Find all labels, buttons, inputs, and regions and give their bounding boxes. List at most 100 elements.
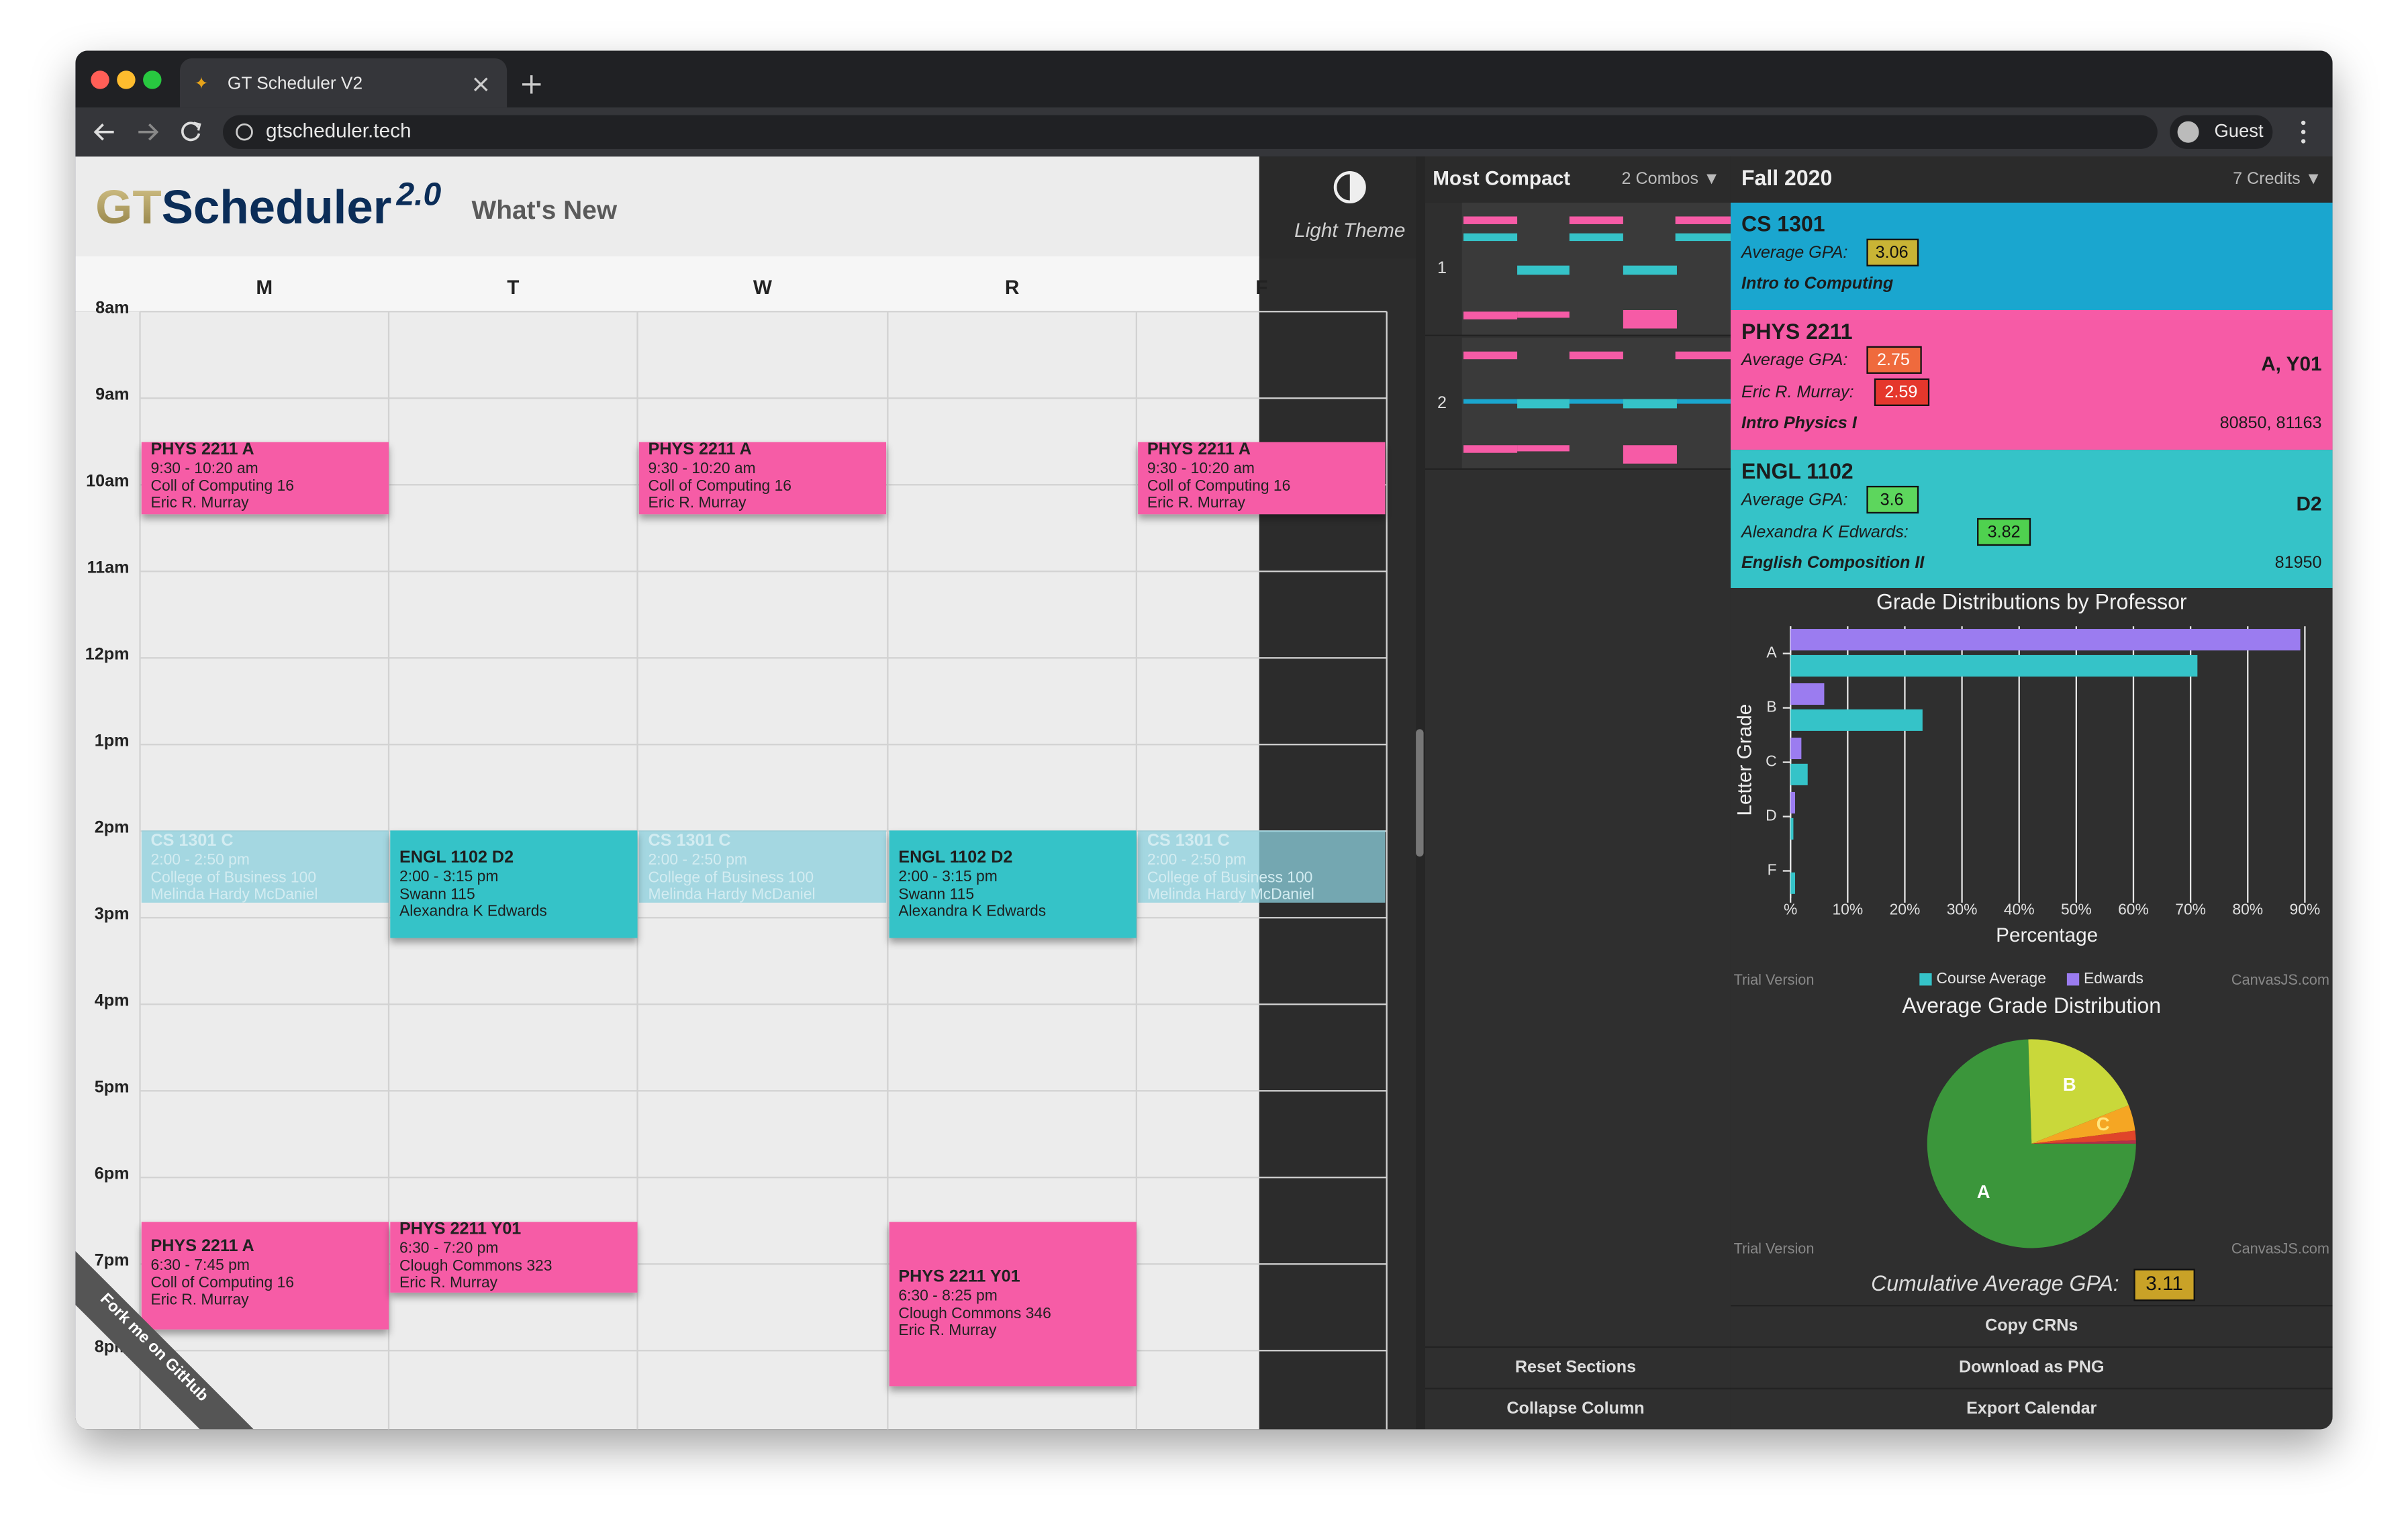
scrollbar-thumb[interactable] — [1416, 729, 1424, 857]
hour-label: 9am — [95, 385, 129, 403]
course-name: Intro to Computing — [1741, 274, 1893, 293]
forward-button[interactable] — [138, 123, 159, 141]
event-instructor: Eric R. Murray — [399, 1273, 498, 1291]
app-header — [75, 156, 1259, 258]
new-tab[interactable] — [522, 75, 541, 94]
course-name: English Composition II — [1741, 553, 1925, 572]
active-tab[interactable] — [179, 58, 508, 108]
logo-gt: GT — [95, 181, 161, 234]
event-title: PHYS 2211 A — [1147, 440, 1251, 458]
event-block — [141, 1222, 389, 1330]
y-tick-label: D — [1766, 807, 1777, 824]
crns: 81950 — [2275, 553, 2322, 572]
courses-header — [1730, 156, 2333, 203]
event-instructor: Melinda Hardy McDaniel — [1147, 885, 1314, 902]
event-title: ENGL 1102 D2 — [898, 848, 1012, 867]
chart-title: Average Grade Distribution — [1902, 993, 2161, 1018]
event-time: 9:30 - 10:20 am — [648, 459, 756, 477]
event-time: 2:00 - 2:50 pm — [648, 850, 747, 868]
instructor-label: Eric R. Murray: — [1741, 383, 1854, 401]
close-button[interactable] — [91, 70, 109, 89]
hour-label: 5pm — [95, 1077, 130, 1096]
bar — [1790, 872, 1796, 894]
term-select: Fall 2020 — [1741, 166, 1832, 190]
github-ribbon[interactable] — [75, 1251, 254, 1430]
gpa-badge — [1866, 346, 1922, 374]
button[interactable]: Copy CRNs — [1985, 1316, 2078, 1335]
event-block — [889, 1222, 1137, 1387]
bar — [1790, 709, 1923, 731]
window-content: ✦ 8am 9am 10am 11am 12pm 1pm 2pm 3pm 4pm 5pm 6pm 7p… — [75, 50, 2333, 1430]
x-tick-label: 70% — [2175, 900, 2206, 918]
button[interactable]: Export Calendar — [1966, 1399, 2097, 1418]
gpa-value: 3.06 — [1876, 243, 1909, 262]
legend-swatch — [2066, 973, 2080, 986]
course-card[interactable] — [1730, 310, 2333, 450]
gpa-badge — [1874, 378, 1930, 406]
address-bar[interactable] — [223, 115, 2158, 149]
event-location: College of Business 100 — [151, 868, 317, 885]
event-location: College of Business 100 — [1147, 868, 1313, 885]
event-block — [390, 830, 638, 938]
event-block — [1138, 442, 1386, 515]
legend-swatch — [1919, 973, 1932, 986]
calendar: 8am9am10am11am12pm1pm2pm3pm4pm5pm6pm7pm8… — [85, 277, 1388, 1430]
event-block — [889, 830, 1137, 938]
button[interactable]: Download as PNG — [1959, 1357, 2105, 1376]
gpa-value: 2.75 — [1877, 350, 1910, 369]
course-code: CS 1301 — [1741, 212, 1825, 236]
hour-label: 2pm — [95, 818, 130, 836]
theme-icon-half — [1349, 172, 1365, 202]
back-button[interactable] — [93, 123, 114, 141]
whats-new-link[interactable]: What's New — [472, 196, 618, 225]
logo[interactable]: GTScheduler — [95, 181, 391, 234]
reload-button[interactable] — [181, 121, 201, 142]
menu-dot — [2301, 130, 2306, 134]
sections: D2 — [2297, 493, 2322, 515]
pie-slice — [1927, 1039, 2136, 1248]
maximize-button[interactable] — [143, 70, 162, 89]
combo-preview-blocks — [1463, 216, 1731, 464]
gpa-badge — [1866, 485, 1919, 514]
day-label: W — [753, 277, 773, 299]
button[interactable]: Collapse Column — [1506, 1399, 1644, 1418]
event-location: College of Business 100 — [648, 868, 814, 885]
bar — [1790, 683, 1825, 705]
pie-slice — [2028, 1039, 2129, 1144]
course-code: PHYS 2211 — [1741, 319, 1853, 344]
combo-number: 1 — [1437, 258, 1447, 277]
day-label: T — [507, 277, 519, 299]
site-info[interactable] — [236, 123, 253, 141]
course-name: Intro Physics I — [1741, 413, 1858, 432]
x-tick-label: 90% — [2290, 900, 2321, 918]
y-tick-label: B — [1766, 698, 1776, 716]
gpa-label: Average GPA: — [1740, 490, 1847, 509]
menu-dot — [2301, 120, 2306, 126]
x-tick-label: 30% — [1947, 900, 1978, 918]
course-card[interactable] — [1730, 450, 2333, 588]
sort-select: Most Compact — [1433, 167, 1570, 189]
event-title: ENGL 1102 D2 — [399, 848, 514, 867]
event-location: Swann 115 — [399, 885, 475, 902]
event-time: 2:00 - 3:15 pm — [898, 867, 997, 885]
tab-close[interactable] — [473, 77, 488, 92]
minimize-button[interactable] — [117, 70, 136, 89]
theme-toggle-area[interactable] — [1259, 156, 1420, 258]
legend-label: Edwards — [2084, 969, 2144, 987]
combo-count: 2 Combos ▼ — [1622, 169, 1720, 188]
button[interactable]: Reset Sections — [1515, 1357, 1636, 1376]
profile-pill[interactable] — [2170, 115, 2273, 149]
event-instructor: Eric R. Murray — [151, 493, 250, 511]
course-card[interactable] — [1730, 202, 2333, 311]
